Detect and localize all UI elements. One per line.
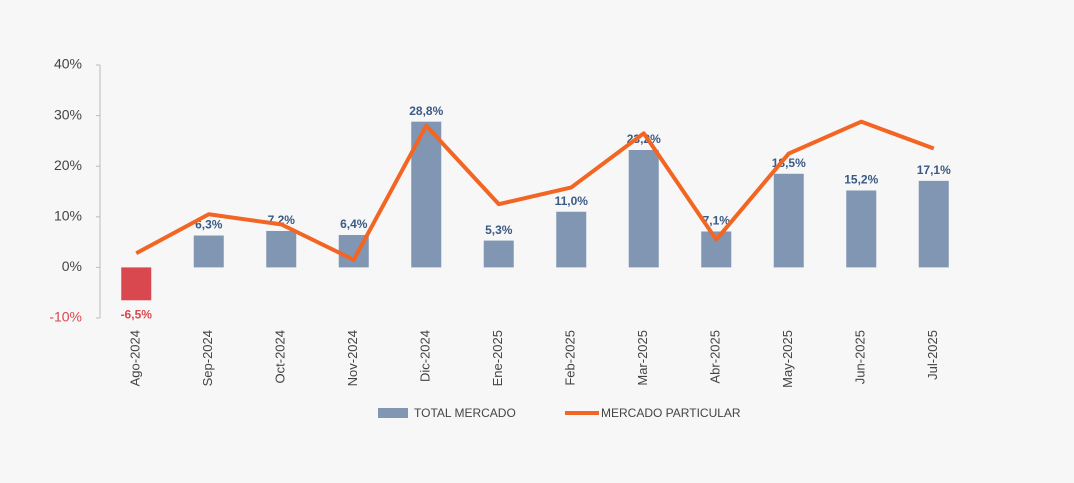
value-label: 17,1%	[917, 163, 951, 177]
value-label: 6,4%	[340, 217, 368, 231]
x-tick-label: Oct-2024	[273, 330, 288, 383]
x-tick-label: Nov-2024	[345, 330, 360, 386]
y-tick-label: 0%	[62, 258, 82, 274]
legend-label: MERCADO PARTICULAR	[601, 406, 741, 420]
line	[135, 119, 935, 262]
bar	[918, 180, 949, 268]
bar	[773, 173, 804, 268]
bar	[266, 230, 297, 268]
legend-swatch	[378, 408, 408, 418]
x-tick-label: Dic-2024	[418, 330, 433, 382]
value-label: 6,3%	[195, 218, 223, 232]
y-tick-label: 40%	[54, 56, 82, 72]
bar	[556, 211, 587, 268]
legend-label: TOTAL MERCADO	[414, 406, 516, 420]
x-tick-label: Mar-2025	[635, 330, 650, 386]
x-tick-label: Sep-2024	[200, 330, 215, 386]
value-label: 7,1%	[703, 214, 731, 228]
x-tick-label: Jul-2025	[925, 330, 940, 380]
y-tick-label: -10%	[49, 309, 82, 325]
bar	[121, 267, 152, 301]
value-label: -6,5%	[121, 307, 153, 321]
bar	[846, 190, 877, 268]
bar	[483, 240, 514, 268]
x-tick-label: Feb-2025	[563, 330, 578, 386]
x-tick-label: Jun-2025	[853, 330, 868, 384]
value-label: 11,0%	[555, 194, 589, 208]
bar	[628, 150, 659, 268]
value-label: 15,2%	[844, 173, 878, 187]
x-tick-label: May-2025	[780, 330, 795, 388]
y-tick-label: 20%	[54, 157, 82, 173]
y-tick-label: 10%	[54, 208, 82, 224]
x-tick-label: Abr-2025	[708, 330, 723, 383]
y-tick-label: 30%	[54, 106, 82, 122]
value-label: 5,3%	[485, 223, 513, 237]
bar	[193, 235, 224, 268]
x-tick-label: Ago-2024	[128, 330, 143, 386]
value-label: 28,8%	[409, 104, 443, 118]
x-tick-label: Ene-2025	[490, 330, 505, 386]
